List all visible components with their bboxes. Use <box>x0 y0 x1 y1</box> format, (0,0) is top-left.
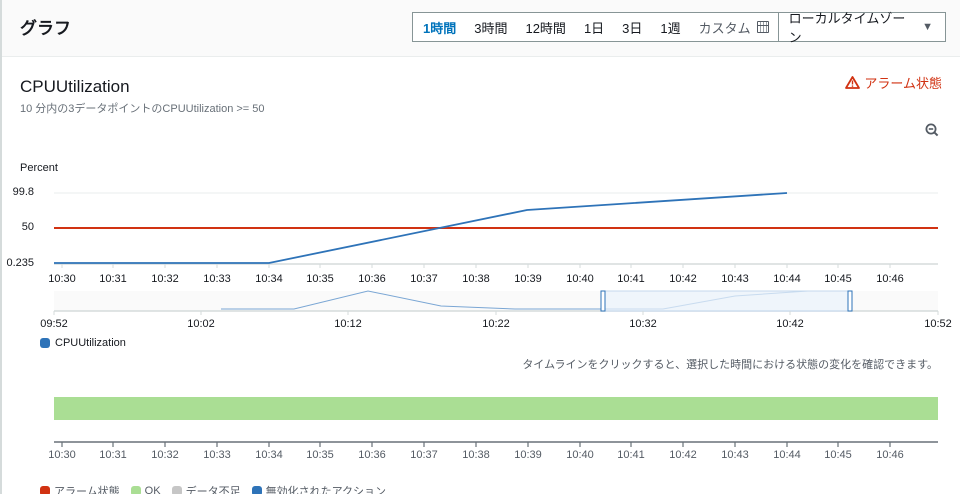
cpu-series-line <box>54 192 788 264</box>
timeline-tick: 10:36 <box>358 449 386 461</box>
overview-tick: 09:52 <box>40 318 68 330</box>
chart-legend[interactable]: CPUUtilization <box>40 337 126 349</box>
x-tick: 10:39 <box>514 273 542 285</box>
x-tick: 10:35 <box>306 273 334 285</box>
selection-handle-left <box>600 290 606 312</box>
overview-tick: 10:02 <box>187 318 215 330</box>
timeline-tick: 10:37 <box>410 449 438 461</box>
range-custom[interactable]: カスタム <box>690 18 778 37</box>
x-tick: 10:32 <box>151 273 179 285</box>
timeline-tick: 10:30 <box>48 449 76 461</box>
legend-swatch-insufficient <box>171 486 182 494</box>
range-12h[interactable]: 12時間 <box>525 20 566 36</box>
legend-label-alarm: アラーム状態 <box>54 486 120 494</box>
state-timeline-ok-bar[interactable] <box>54 397 938 420</box>
x-tick: 10:30 <box>48 273 76 285</box>
range-3d[interactable]: 3日 <box>622 20 643 36</box>
timeline-hint: タイムラインをクリックすると、選択した時間における状態の変化を確認できます。 <box>522 359 938 371</box>
x-tick: 10:41 <box>617 273 645 285</box>
custom-label: カスタム <box>698 20 751 36</box>
warning-icon <box>845 76 861 89</box>
legend-label-disabled: 無効化されたアクション <box>265 486 387 494</box>
x-tick: 10:44 <box>773 273 801 285</box>
timeline-tick: 10:43 <box>721 449 749 461</box>
range-1w[interactable]: 1週 <box>660 20 681 36</box>
time-range-selector: 1時間 3時間 12時間 1日 3日 1週 カスタム ローカルタイムゾーン ▼ <box>412 11 946 45</box>
legend-swatch-ok <box>130 486 141 494</box>
timeline-tick: 10:45 <box>824 449 852 461</box>
x-tick: 10:37 <box>410 273 438 285</box>
range-3h[interactable]: 3時間 <box>474 20 508 36</box>
x-tick: 10:34 <box>255 273 283 285</box>
x-tick: 10:42 <box>669 273 697 285</box>
timeline-tick: 10:35 <box>306 449 334 461</box>
timeline-tick: 10:34 <box>255 449 283 461</box>
caret-down-icon: ▼ <box>922 21 933 33</box>
timezone-value: ローカルタイムゾーン <box>788 11 906 45</box>
x-tick: 10:33 <box>203 273 231 285</box>
timeline-tick: 10:41 <box>617 449 645 461</box>
y-tick: 50 <box>21 221 34 233</box>
y-tick: 0.235 <box>6 257 34 269</box>
x-tick: 10:46 <box>876 273 904 285</box>
state-legend: アラーム状態 OK データ不足 無効化されたアクション <box>40 483 392 494</box>
x-tick: 10:43 <box>721 273 749 285</box>
y-axis-label: Percent <box>20 162 58 174</box>
timeline-tick: 10:33 <box>203 449 231 461</box>
alarm-state-badge: アラーム状態 <box>845 73 942 92</box>
timezone-select[interactable]: ローカルタイムゾーン ▼ <box>777 11 945 45</box>
alarm-condition: 10 分内の3データポイントのCPUUtilization >= 50 <box>20 103 265 115</box>
timeline-tick: 10:38 <box>462 449 490 461</box>
x-tick: 10:38 <box>462 273 490 285</box>
timeline-tick: 10:40 <box>566 449 594 461</box>
timeline-tick: 10:39 <box>514 449 542 461</box>
legend-label-ok: OK <box>144 485 161 494</box>
range-1h[interactable]: 1時間 <box>423 20 457 36</box>
x-tick: 10:36 <box>358 273 386 285</box>
legend-ok: OK <box>130 485 161 494</box>
overview-tick: 10:32 <box>629 318 657 330</box>
x-tick: 10:45 <box>824 273 852 285</box>
timeline-tick: 10:42 <box>669 449 697 461</box>
legend-disabled-actions: 無効化されたアクション <box>251 483 387 494</box>
overview-tick: 10:42 <box>776 318 804 330</box>
legend-label-insufficient: データ不足 <box>185 486 241 494</box>
timeline-tick: 10:44 <box>773 449 801 461</box>
legend-swatch-alarm <box>40 486 50 494</box>
legend-swatch-cpu <box>40 338 50 348</box>
overview-tick: 10:52 <box>924 318 952 330</box>
timeline-tick: 10:32 <box>151 449 179 461</box>
legend-alarm: アラーム状態 <box>40 483 120 494</box>
alarm-state-label: アラーム状態 <box>864 76 942 91</box>
panel-left-border <box>0 0 2 494</box>
metric-title: CPUUtilization <box>20 77 130 96</box>
y-tick: 99.8 <box>12 186 34 198</box>
selection-handle-right <box>847 290 853 312</box>
range-1d[interactable]: 1日 <box>583 20 605 36</box>
timeline-tick: 10:31 <box>99 449 127 461</box>
x-tick: 10:40 <box>566 273 594 285</box>
legend-label-cpu: CPUUtilization <box>55 337 126 349</box>
page-title: グラフ <box>20 19 71 38</box>
overview-selection <box>603 290 851 312</box>
x-tick: 10:31 <box>99 273 127 285</box>
legend-swatch-disabled <box>251 486 262 494</box>
zoom-out-icon[interactable] <box>925 123 939 137</box>
graph-header: グラフ 1時間 3時間 12時間 1日 3日 1週 カスタム ローカルタイムゾー… <box>2 0 960 57</box>
overview-tick: 10:22 <box>482 318 510 330</box>
legend-insufficient: データ不足 <box>171 483 241 494</box>
timeline-tick: 10:46 <box>876 449 904 461</box>
calendar-icon <box>756 21 769 33</box>
overview-tick: 10:12 <box>334 318 362 330</box>
